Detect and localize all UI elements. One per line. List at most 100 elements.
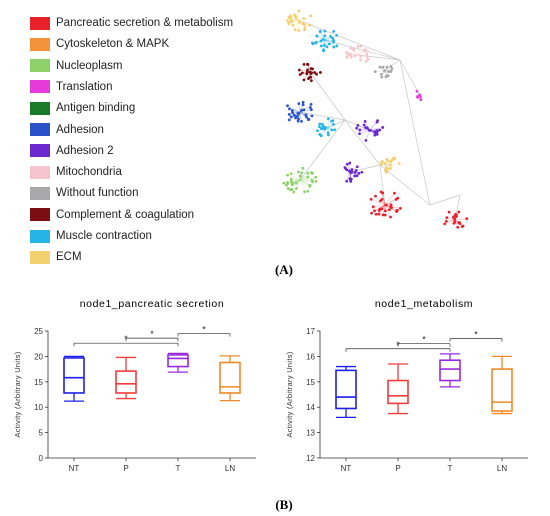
network-node <box>396 196 400 200</box>
network-cluster <box>345 44 370 63</box>
network-node <box>389 64 393 68</box>
network-cluster <box>355 119 385 142</box>
network-node <box>419 98 423 102</box>
network-node <box>381 65 385 69</box>
x-tick-label: P <box>123 464 128 473</box>
network-node <box>292 190 296 194</box>
network-cluster <box>286 9 313 32</box>
legend-item: Pancreatic secretion & metabolism <box>30 14 233 32</box>
network-node <box>287 22 291 26</box>
network-node <box>303 26 307 30</box>
x-tick-label: T <box>176 464 181 473</box>
network-node <box>302 78 306 82</box>
network-node <box>309 108 313 112</box>
box-iqr <box>219 361 241 394</box>
network-node <box>315 34 319 38</box>
legend-swatch <box>30 144 50 158</box>
network-edge <box>309 71 346 121</box>
significance-bracket: * <box>125 329 179 342</box>
network-node <box>307 118 310 121</box>
network-node <box>326 133 330 137</box>
significance-star: * <box>150 329 154 339</box>
network-node <box>314 179 318 183</box>
chart-metabolism: node1_metabolism Activity (Arbitrary Unit… <box>280 293 542 475</box>
legend-item: ECM <box>30 248 82 266</box>
network-edge <box>299 111 346 121</box>
network-node <box>364 139 368 142</box>
network-node <box>329 35 333 38</box>
network-node <box>294 181 298 185</box>
y-tick-label: 14 <box>306 403 315 412</box>
significance-bracket: * <box>397 335 451 347</box>
legend-label: Muscle contraction <box>56 230 152 242</box>
network-edge <box>344 119 381 166</box>
network-node <box>389 69 393 73</box>
network-node <box>297 68 301 72</box>
network-node <box>374 212 378 216</box>
network-cluster <box>373 64 394 79</box>
box-iqr <box>63 357 85 394</box>
network-node <box>380 75 384 79</box>
network-node <box>322 126 326 130</box>
network-node <box>308 106 312 109</box>
network-node <box>387 208 391 212</box>
legend-swatch <box>30 59 50 73</box>
legend-item: Antigen binding <box>30 99 135 117</box>
network-node <box>364 126 368 130</box>
network-node <box>353 171 357 174</box>
network-node <box>362 123 366 127</box>
legend-swatch <box>30 16 50 30</box>
network-node <box>300 120 303 123</box>
network-node <box>296 114 299 118</box>
network-node <box>309 102 313 106</box>
network-node <box>364 59 368 63</box>
significance-bracket: * <box>449 330 503 342</box>
network-node <box>393 157 396 161</box>
network-node <box>447 210 451 214</box>
network-node <box>289 115 293 119</box>
box-iqr <box>115 370 137 394</box>
network-node <box>353 54 357 58</box>
network-node <box>335 44 339 48</box>
network-node <box>306 175 310 179</box>
y-tick-label: 0 <box>39 454 44 463</box>
network-edge <box>327 119 346 129</box>
y-tick-label: 15 <box>306 378 315 387</box>
network-node <box>309 79 313 83</box>
network-node <box>363 120 367 123</box>
network-node <box>293 28 297 32</box>
network-node <box>289 14 293 18</box>
legend-swatch <box>30 250 50 264</box>
network-node <box>306 171 310 175</box>
network-node <box>345 56 348 59</box>
network-node <box>308 23 312 27</box>
significance-star: * <box>422 335 426 345</box>
network-node <box>388 159 392 163</box>
network-node <box>301 166 305 170</box>
network-node <box>379 72 383 76</box>
network-node <box>386 74 390 78</box>
network-cluster <box>286 100 314 123</box>
network-node <box>398 207 402 210</box>
network-node <box>365 54 369 58</box>
legend-item: Without function <box>30 184 138 202</box>
network-node <box>456 225 460 229</box>
network-node <box>357 171 361 175</box>
network-node <box>383 169 387 172</box>
network-node <box>359 58 362 62</box>
network-node <box>352 48 356 52</box>
network-node <box>309 67 313 70</box>
network-node <box>373 209 376 213</box>
network-node <box>319 127 323 130</box>
network-node <box>444 219 448 223</box>
legend-item: Mitochondria <box>30 163 122 181</box>
network-node <box>395 210 399 213</box>
network-cluster <box>311 29 339 53</box>
network-node <box>318 122 322 126</box>
network-cluster <box>315 117 337 138</box>
network-node <box>348 169 351 173</box>
network-node <box>308 183 312 187</box>
box-iqr <box>335 369 357 410</box>
legend-label: Cytoskeleton & MAPK <box>56 38 170 51</box>
panel-a-label: (A) <box>274 262 294 277</box>
